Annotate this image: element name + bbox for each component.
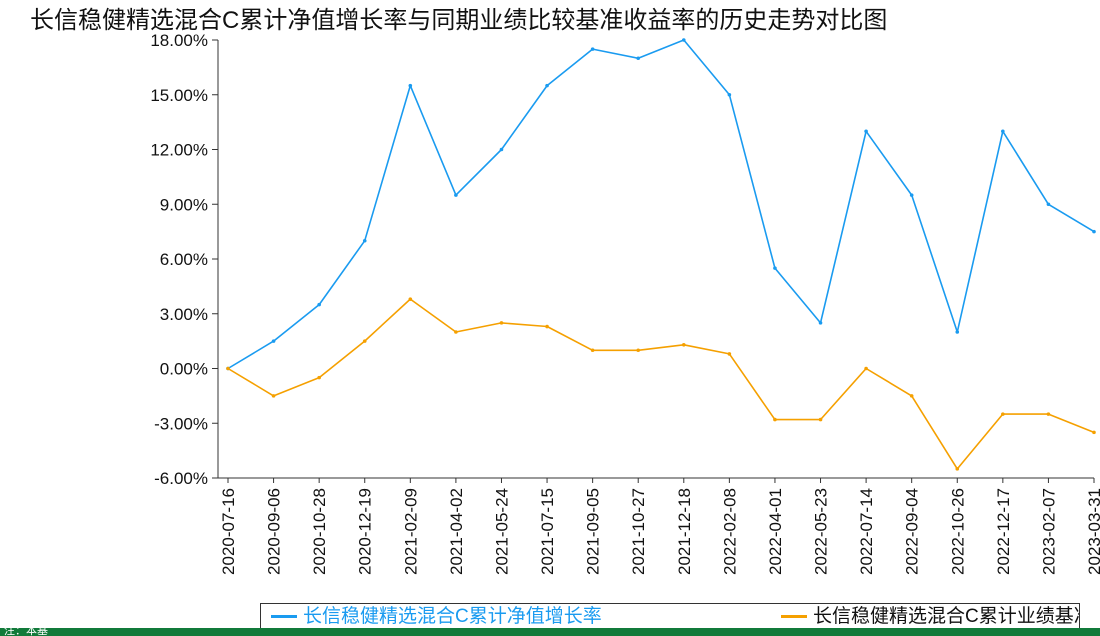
x-tick-label: 2023-03-31 bbox=[1085, 488, 1100, 575]
data-point bbox=[362, 238, 367, 243]
data-point bbox=[864, 366, 868, 371]
series-layer bbox=[226, 38, 1096, 471]
y-tick-label: 6.00% bbox=[160, 250, 208, 269]
y-tick-label: 3.00% bbox=[160, 305, 208, 324]
y-tick-label: 9.00% bbox=[160, 195, 208, 214]
data-point bbox=[773, 266, 777, 270]
data-point bbox=[681, 342, 686, 347]
y-tick-label: 0.00% bbox=[160, 360, 208, 379]
y-tick-label: -3.00% bbox=[154, 414, 208, 433]
data-point bbox=[317, 375, 321, 380]
data-point bbox=[955, 330, 960, 334]
data-point bbox=[1001, 412, 1005, 416]
data-point bbox=[408, 297, 413, 301]
data-point bbox=[1046, 202, 1051, 207]
data-point bbox=[499, 147, 504, 152]
x-tick-label: 2022-10-26 bbox=[948, 488, 967, 575]
data-point bbox=[1046, 412, 1051, 416]
y-tick-label: 18.00% bbox=[150, 31, 208, 50]
x-tick-label: 2020-10-28 bbox=[310, 488, 329, 575]
data-point bbox=[1092, 430, 1096, 435]
plot-frame bbox=[217, 40, 1094, 479]
data-point bbox=[408, 83, 413, 88]
legend-item-fund: 长信稳健精选混合C累计净值增长率 bbox=[271, 604, 602, 629]
data-point bbox=[271, 339, 276, 343]
data-point bbox=[1092, 229, 1096, 234]
legend-label-benchmark: 长信稳健精选混合C累计业绩基准收益率 bbox=[813, 606, 1079, 627]
data-point bbox=[681, 38, 686, 42]
data-point bbox=[590, 47, 595, 51]
data-point bbox=[226, 366, 230, 371]
data-point bbox=[271, 394, 276, 398]
data-point bbox=[636, 56, 641, 61]
legend-swatch-fund bbox=[271, 615, 297, 618]
legend-item-benchmark: 长信稳健精选混合C累计业绩基准收益率 bbox=[781, 604, 1079, 629]
footer-note: 注：本基 bbox=[4, 625, 48, 636]
legend-label-fund: 长信稳健精选混合C累计净值增长率 bbox=[303, 606, 602, 627]
y-tick-label: 12.00% bbox=[150, 141, 208, 160]
x-tick-label: 2022-07-14 bbox=[857, 488, 876, 575]
data-point bbox=[1001, 129, 1005, 134]
data-point bbox=[317, 302, 321, 307]
data-point bbox=[727, 92, 732, 97]
x-tick-label: 2023-02-07 bbox=[1039, 488, 1058, 575]
x-tick-label: 2021-07-15 bbox=[538, 488, 557, 575]
series-line bbox=[227, 298, 1095, 470]
legend-swatch-benchmark bbox=[781, 615, 807, 618]
data-point bbox=[773, 417, 777, 422]
data-point bbox=[362, 339, 367, 343]
x-tick-label: 2021-04-02 bbox=[447, 488, 466, 575]
x-tick-label: 2021-05-24 bbox=[492, 488, 511, 575]
x-tick-label: 2022-05-23 bbox=[812, 488, 831, 575]
data-point bbox=[454, 193, 458, 197]
x-tick-label: 2021-02-09 bbox=[401, 488, 420, 575]
x-tick-label: 2022-12-17 bbox=[994, 488, 1013, 575]
data-point bbox=[955, 467, 960, 471]
x-tick-label: 2022-09-04 bbox=[903, 488, 922, 575]
y-tick-label: -6.00% bbox=[154, 469, 208, 488]
data-point bbox=[590, 348, 595, 353]
data-point bbox=[818, 321, 823, 325]
x-tick-label: 2020-12-19 bbox=[356, 488, 375, 575]
data-point bbox=[545, 83, 549, 88]
x-tick-label: 2022-04-01 bbox=[766, 488, 785, 575]
series-line bbox=[227, 39, 1095, 370]
data-point bbox=[636, 348, 641, 353]
legend: 长信稳健精选混合C累计净值增长率 长信稳健精选混合C累计业绩基准收益率 bbox=[260, 603, 1080, 630]
x-axis-ticks: 2020-07-16 2020-09-06 2020-10-28 2020-12-19… bbox=[219, 478, 1100, 575]
x-tick-label: 2020-07-16 bbox=[219, 488, 238, 575]
x-tick-label: 2020-09-06 bbox=[265, 488, 284, 575]
data-point bbox=[545, 324, 549, 329]
data-point bbox=[454, 330, 458, 334]
data-point bbox=[909, 394, 914, 398]
x-tick-label: 2021-09-05 bbox=[584, 488, 603, 575]
data-point bbox=[909, 193, 914, 197]
chart-title: 长信稳健精选混合C累计净值增长率与同期业绩比较基准收益率的历史走势对比图 bbox=[30, 7, 888, 34]
y-axis-ticks: -6.00% -3.00% 0.00% 3.00% 6.00% 9.00% 12.00% 15… bbox=[150, 31, 218, 488]
data-point bbox=[864, 129, 868, 134]
y-tick-label: 15.00% bbox=[150, 86, 208, 105]
x-tick-label: 2021-12-18 bbox=[675, 488, 694, 575]
x-tick-label: 2022-02-08 bbox=[720, 488, 739, 575]
data-point bbox=[727, 352, 732, 356]
x-tick-label: 2021-10-27 bbox=[629, 488, 648, 575]
data-point bbox=[818, 417, 823, 422]
data-point bbox=[499, 321, 504, 325]
footer-strip bbox=[0, 628, 1100, 636]
